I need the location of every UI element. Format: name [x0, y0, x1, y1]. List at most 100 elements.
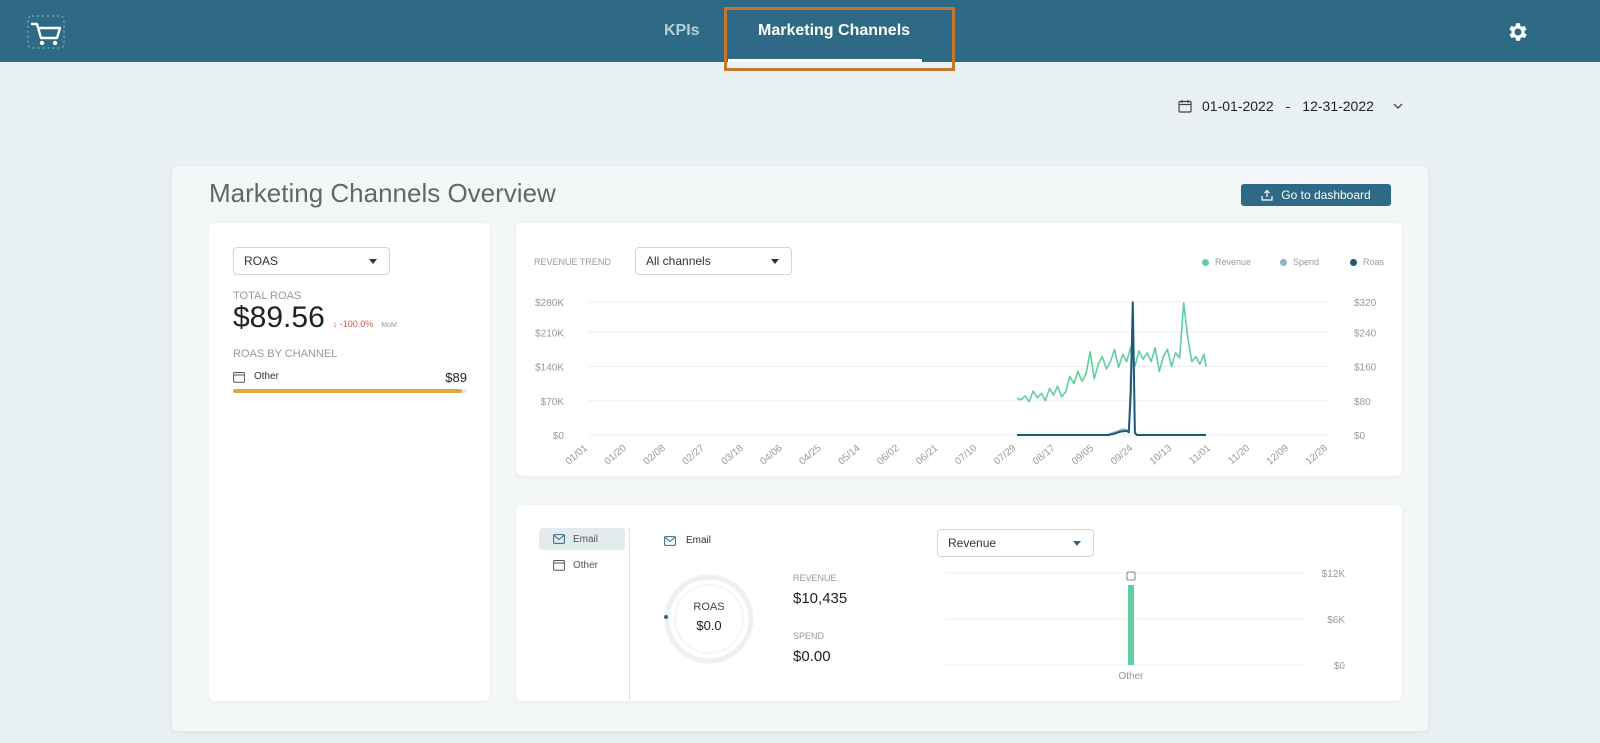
x-tick: 07/10	[953, 443, 980, 468]
x-tick: 09/05	[1070, 443, 1097, 468]
x-tick: Other	[1118, 671, 1144, 682]
x-tick: 05/14	[836, 443, 863, 468]
channel-value: $89	[445, 370, 467, 385]
x-tick: 06/02	[875, 443, 902, 468]
metric-select[interactable]: ROAS	[233, 247, 390, 275]
legend-dot-icon	[1280, 258, 1287, 266]
channel-bar-track	[233, 389, 467, 393]
date-start: 01-01-2022	[1202, 98, 1274, 114]
total-roas-label: TOTAL ROAS	[233, 290, 302, 302]
y-tick: $0	[1334, 661, 1346, 672]
side-tab-other[interactable]: Other	[539, 554, 625, 576]
legend-revenue-label: Revenue	[1215, 257, 1252, 267]
revenue-trend-card: REVENUE TREND All channels	[516, 223, 1402, 476]
series-line-spend	[1017, 314, 1206, 436]
x-tick: 11/01	[1187, 443, 1213, 467]
tab-highlight-box	[724, 7, 955, 71]
bottom-metric-select-value: Revenue	[948, 536, 997, 550]
x-tick: 12/09	[1265, 443, 1292, 468]
y-tick-left: $0	[553, 431, 565, 442]
total-roas-value: $89.56	[233, 301, 325, 334]
roas-gauge-value: $0.0	[696, 618, 722, 633]
x-tick: 03/18	[719, 443, 746, 468]
caret-down-icon	[771, 259, 779, 264]
email-icon	[553, 534, 565, 544]
date-range-picker[interactable]: 01-01-2022 - 12-31-2022	[1178, 98, 1404, 114]
x-tick: 04/06	[758, 443, 785, 468]
legend-spend[interactable]: Spend	[1280, 257, 1319, 267]
go-to-dashboard-button[interactable]: Go to dashboard	[1241, 184, 1391, 206]
y-tick: $12K	[1322, 569, 1346, 580]
y-tick-right: $240	[1354, 328, 1377, 339]
spend-value: $0.00	[793, 648, 831, 665]
bar-other	[1128, 584, 1134, 665]
channel-row[interactable]: Other $89	[233, 370, 467, 395]
series-line-roas	[1017, 301, 1206, 436]
channel-bar-chart[interactable]: $12K $6K $0 Other	[930, 565, 1370, 690]
top-nav-bar: KPIs Marketing Channels	[0, 0, 1600, 62]
roas-summary-card: ROAS TOTAL ROAS $89.56 ↓ -100.0% MoM ROA…	[209, 223, 490, 701]
x-tick: 04/25	[797, 443, 824, 468]
upload-icon	[1261, 189, 1273, 201]
calendar-icon	[1178, 100, 1192, 113]
caret-down-icon	[1073, 541, 1081, 546]
roas-gauge	[664, 574, 754, 664]
legend-revenue[interactable]: Revenue	[1202, 257, 1251, 267]
y-tick-left: $280K	[535, 298, 564, 309]
legend-dot-icon	[1350, 258, 1357, 266]
channel-name: Other	[254, 371, 280, 382]
metric-select-value: ROAS	[244, 254, 279, 268]
delta-period: MoM	[381, 322, 397, 329]
y-tick-left: $70K	[541, 397, 565, 408]
x-tick: 01/01	[564, 443, 591, 468]
legend-dot-icon	[1202, 258, 1209, 266]
x-tick: 02/27	[681, 443, 708, 468]
x-tick: 12/28	[1304, 443, 1331, 468]
legend-roas-label: Roas	[1363, 257, 1385, 267]
gear-icon[interactable]	[1506, 20, 1530, 44]
bar-category-icon	[1126, 571, 1136, 581]
y-tick-right: $160	[1354, 363, 1377, 374]
cart-logo-icon[interactable]	[26, 14, 66, 50]
calendar-icon	[233, 372, 245, 383]
channel-filter-value: All channels	[646, 254, 711, 268]
x-tick: 01/20	[603, 443, 630, 468]
y-tick-right: $80	[1354, 397, 1371, 408]
y-tick-right: $320	[1354, 298, 1377, 309]
x-tick: 07/29	[992, 443, 1019, 468]
selected-channel-name: Email	[686, 535, 712, 546]
tab-marketing-channels[interactable]: Marketing Channels	[758, 22, 911, 39]
date-separator: -	[1285, 98, 1291, 114]
chevron-down-icon	[1393, 103, 1403, 109]
bottom-metric-select[interactable]: Revenue	[937, 529, 1094, 557]
y-tick-right: $0	[1354, 431, 1366, 442]
revenue-trend-chart[interactable]: $280K$210K$140K$70K$0$320$240$160$80$001…	[516, 290, 1402, 476]
spend-label: SPEND	[793, 631, 825, 641]
active-tab-indicator	[728, 59, 922, 62]
x-tick: 10/13	[1148, 443, 1175, 468]
go-to-dashboard-label: Go to dashboard	[1281, 188, 1371, 202]
x-tick: 06/21	[914, 443, 941, 468]
side-tab-other-label: Other	[573, 559, 599, 571]
side-tab-email[interactable]: Email	[539, 528, 625, 550]
y-tick-left: $210K	[535, 328, 564, 339]
date-end: 12-31-2022	[1302, 98, 1374, 114]
x-tick: 02/08	[642, 443, 669, 468]
roas-delta: ↓ -100.0%	[332, 319, 374, 329]
roas-by-channel-label: ROAS BY CHANNEL	[233, 348, 338, 360]
side-tab-email-label: Email	[573, 533, 599, 545]
x-tick: 11/20	[1226, 443, 1252, 467]
panel-divider	[629, 528, 630, 700]
tab-kpis[interactable]: KPIs	[664, 22, 700, 39]
revenue-label: REVENUE	[793, 573, 837, 583]
calendar-icon	[553, 560, 565, 571]
caret-down-icon	[369, 259, 377, 264]
legend-spend-label: Spend	[1293, 257, 1320, 267]
x-tick: 09/24	[1109, 443, 1136, 468]
legend-roas[interactable]: Roas	[1350, 257, 1384, 267]
revenue-value: $10,435	[793, 590, 848, 607]
selected-channel-header: Email	[664, 535, 711, 546]
roas-gauge-label: ROAS	[693, 601, 725, 613]
y-tick-left: $140K	[535, 363, 564, 374]
channel-filter-select[interactable]: All channels	[635, 247, 792, 275]
